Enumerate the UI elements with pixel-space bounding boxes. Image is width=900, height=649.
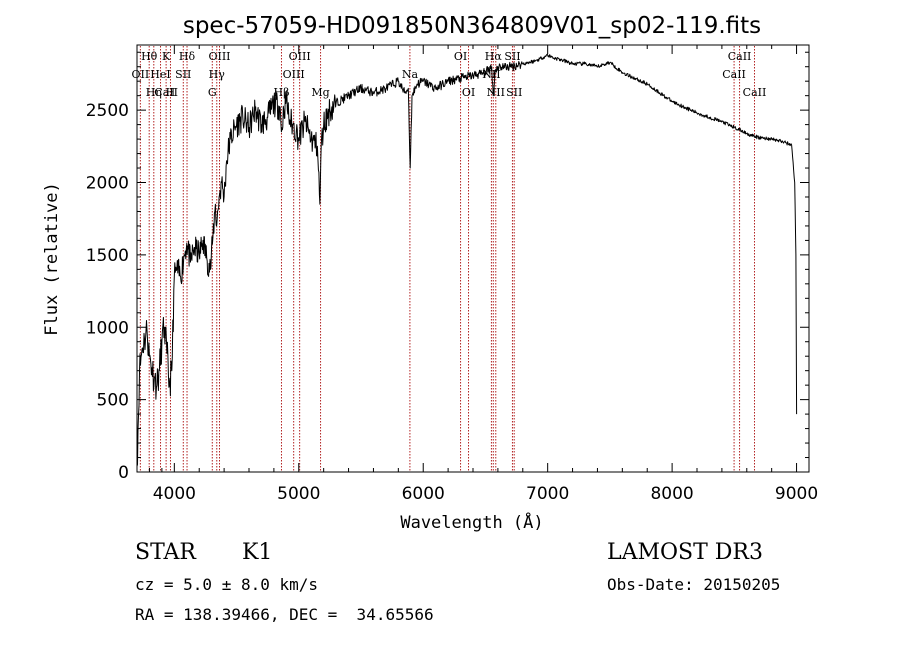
spectral-line-label: NII xyxy=(487,86,505,99)
spectral-line-label: CaII xyxy=(728,50,752,63)
spectral-line-label: OI xyxy=(462,86,475,99)
spectral-line-label: OII xyxy=(132,68,150,81)
x-tick-label: 9000 xyxy=(775,484,818,504)
spectral-line-label: Hθ xyxy=(141,50,158,63)
spectral-line-label: SII xyxy=(504,50,520,63)
object-class: STAR xyxy=(135,540,197,565)
survey-name: LAMOST DR3 xyxy=(607,540,763,565)
spectral-line-label: OIII xyxy=(208,50,230,63)
spectral-line-label: K xyxy=(162,50,171,63)
chart-title: spec-57059-HD091850N364809V01_sp02-119.f… xyxy=(183,13,761,39)
spectral-line-label: CaII xyxy=(154,86,178,99)
y-tick-label: 0 xyxy=(118,463,129,483)
spectral-line-label: OIII xyxy=(289,50,311,63)
redshift-cz: cz = 5.0 ± 8.0 km/s xyxy=(135,575,318,594)
x-tick-label: 7000 xyxy=(526,484,569,504)
spectrum-line xyxy=(136,53,798,467)
y-tick-label: 2500 xyxy=(86,101,129,121)
spectral-line-label: Hγ xyxy=(209,68,226,81)
y-tick-label: 1000 xyxy=(86,318,129,338)
coordinates: RA = 138.39466, DEC = 34.65566 xyxy=(135,605,434,624)
y-axis-label: Flux (relative) xyxy=(42,182,62,336)
spectral-line-label: HeI xyxy=(150,68,170,81)
spectral-line-label: OI xyxy=(454,50,467,63)
x-tick-label: 6000 xyxy=(402,484,445,504)
x-axis-label: Wavelength (Å) xyxy=(400,511,543,533)
axis-ticks: 4000 5000 6000 7000 8000 9000 0 500 1000 1500 2000… xyxy=(86,45,818,504)
spectral-line-label: OIII xyxy=(283,68,305,81)
spectral-line-label: CaII xyxy=(722,68,746,81)
spectral-line-label: CaII xyxy=(743,86,767,99)
spectral-line-label: G xyxy=(208,86,217,99)
spectral-line-label: Hα xyxy=(485,50,503,63)
plot-frame xyxy=(136,44,810,473)
x-tick-label: 5000 xyxy=(277,484,320,504)
spectral-line-label: Hδ xyxy=(179,50,196,63)
spectral-line-label: Mg xyxy=(311,86,329,99)
spectral-line-label: Na xyxy=(402,68,419,81)
spectral-line-label: SII xyxy=(506,86,522,99)
spectral-line-label: Hη xyxy=(146,86,162,99)
x-tick-label: 4000 xyxy=(153,484,196,504)
spectral-line-label: SII xyxy=(175,68,191,81)
spectral-line-label: H xyxy=(166,86,176,99)
y-tick-label: 1500 xyxy=(86,246,129,266)
y-tick-label: 500 xyxy=(97,391,129,411)
x-tick-label: 8000 xyxy=(650,484,693,504)
spectral-line-markers xyxy=(139,46,755,471)
series-layer xyxy=(136,53,798,467)
y-tick-label: 2000 xyxy=(86,174,129,194)
object-subclass: K1 xyxy=(242,540,272,565)
obs-date: Obs-Date: 20150205 xyxy=(607,575,780,594)
